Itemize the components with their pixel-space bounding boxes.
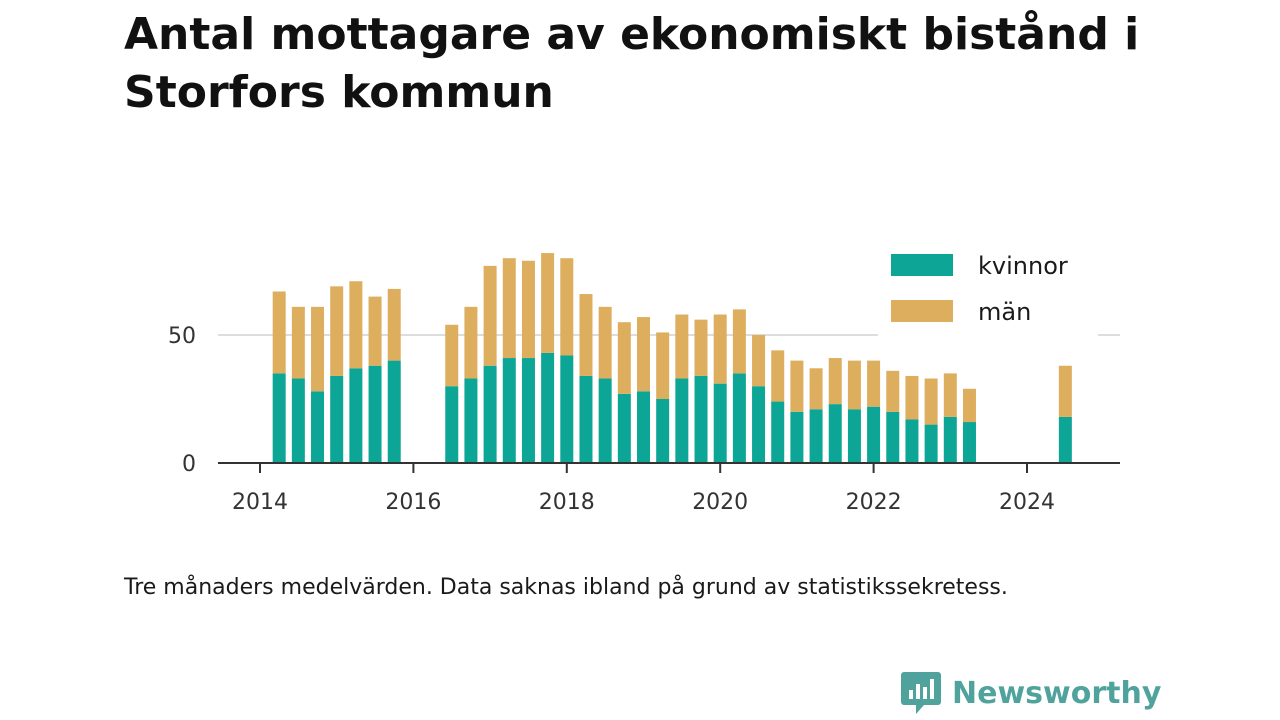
- bar-man: [962, 388, 976, 423]
- bar-kvinnor: [368, 365, 382, 463]
- chart-title: Antal mottagare av ekonomiskt bistånd i …: [124, 9, 1140, 118]
- bar-kvinnor: [962, 422, 976, 463]
- bar-man: [349, 281, 363, 369]
- bar-kvinnor: [656, 399, 670, 463]
- bar-man: [598, 306, 612, 379]
- bar-kvinnor: [1058, 416, 1072, 463]
- bar-man: [847, 360, 861, 410]
- bar-man: [943, 373, 957, 417]
- legend-swatch: [891, 254, 953, 276]
- x-tick-label: 2014: [232, 490, 288, 515]
- bar-kvinnor: [464, 378, 478, 463]
- bar-man: [387, 288, 401, 361]
- bar-man: [790, 360, 804, 412]
- bar-kvinnor: [617, 393, 631, 463]
- bar-kvinnor: [637, 391, 650, 463]
- bar-kvinnor: [828, 404, 842, 463]
- bar-kvinnor: [943, 416, 957, 463]
- bar-kvinnor: [349, 368, 363, 463]
- bar-kvinnor: [752, 386, 766, 463]
- y-tick-label: 50: [168, 324, 196, 349]
- bar-kvinnor: [809, 409, 823, 463]
- bar-man: [445, 324, 459, 387]
- bar-kvinnor: [483, 365, 497, 463]
- bar-kvinnor: [330, 375, 344, 463]
- bar-man: [713, 314, 727, 384]
- bar-kvinnor: [541, 352, 555, 463]
- bar-kvinnor: [675, 378, 689, 463]
- x-tick-label: 2016: [385, 490, 441, 515]
- bar-kvinnor: [579, 375, 593, 463]
- bar-kvinnor: [847, 409, 861, 463]
- bar-kvinnor: [387, 360, 401, 463]
- bar-man: [311, 306, 325, 392]
- bar-man: [368, 296, 382, 366]
- bar-kvinnor: [886, 411, 900, 463]
- bar-man: [809, 368, 823, 410]
- axes: 0 50 2014 2016 2018 2020 2022 2024: [168, 324, 1120, 515]
- newsworthy-logo-icon: [901, 672, 941, 714]
- brand-name: Newsworthy: [952, 675, 1162, 711]
- bar-man: [464, 306, 478, 379]
- x-tick-label: 2020: [692, 490, 748, 515]
- legend: kvinnor män: [878, 240, 1098, 340]
- bar-man: [637, 317, 650, 392]
- bar-man: [905, 375, 919, 420]
- bar-kvinnor: [790, 411, 804, 463]
- bar-man: [579, 294, 593, 376]
- bar-man: [924, 378, 938, 425]
- bar-man: [867, 360, 881, 407]
- bar-man: [291, 306, 305, 379]
- bar-man: [771, 350, 785, 402]
- bar-kvinnor: [311, 391, 325, 463]
- bar-kvinnor: [502, 358, 516, 463]
- bar-man: [828, 358, 842, 405]
- x-tick-label: 2024: [999, 490, 1055, 515]
- x-tick-label: 2018: [539, 490, 595, 515]
- bar-kvinnor: [905, 419, 919, 463]
- bar-man: [272, 291, 286, 374]
- bar-man: [752, 335, 766, 387]
- bar-kvinnor: [924, 424, 938, 463]
- bar-man: [483, 265, 497, 366]
- bar-kvinnor: [694, 375, 708, 463]
- bar-kvinnor: [713, 383, 727, 463]
- bar-man: [521, 260, 535, 359]
- bar-kvinnor: [771, 401, 785, 463]
- bar-kvinnor: [867, 406, 881, 463]
- bar-man: [1058, 365, 1072, 417]
- bar-man: [694, 319, 708, 376]
- bar-kvinnor: [521, 358, 535, 463]
- bar-kvinnor: [445, 386, 459, 463]
- bar-kvinnor: [272, 373, 286, 463]
- bar-man: [732, 309, 746, 374]
- bar-man: [330, 286, 344, 376]
- bar-kvinnor: [732, 373, 746, 463]
- bar-man: [656, 332, 670, 399]
- bar-man: [675, 314, 689, 379]
- brand-logo: Newsworthy: [900, 668, 1161, 718]
- bar-kvinnor: [560, 355, 574, 463]
- legend-label: män: [978, 298, 1031, 326]
- bar-series: [272, 253, 1072, 463]
- bar-kvinnor: [291, 378, 305, 463]
- x-tick-label: 2022: [846, 490, 902, 515]
- bar-man: [886, 370, 900, 412]
- y-tick-label: 0: [182, 452, 196, 477]
- legend-swatch: [891, 300, 953, 322]
- bar-kvinnor: [598, 378, 612, 463]
- bar-chart: 0 50 2014 2016 2018 2020 2022 2024 kvinnor män: [168, 240, 1120, 515]
- bar-man: [560, 258, 574, 356]
- bar-man: [502, 258, 516, 359]
- chart-caption: Tre månaders medelvärden. Data saknas ib…: [124, 575, 1008, 600]
- bar-man: [541, 253, 555, 353]
- legend-label: kvinnor: [978, 252, 1068, 280]
- bar-man: [617, 322, 631, 394]
